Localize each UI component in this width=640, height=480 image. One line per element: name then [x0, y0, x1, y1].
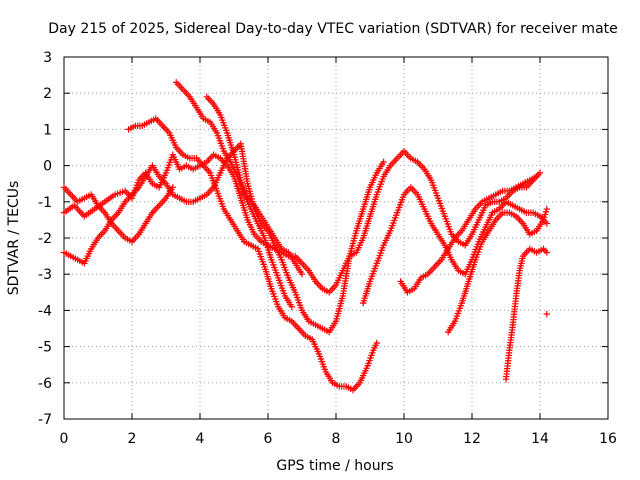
series-track-g — [360, 184, 550, 307]
data-point — [543, 220, 550, 227]
x-tick-label: 2 — [128, 431, 137, 447]
y-tick-label: -2 — [38, 231, 52, 247]
data-point — [288, 303, 295, 310]
series-track-e — [203, 93, 306, 278]
x-tick-label: 6 — [264, 431, 273, 447]
x-tick-label: 14 — [531, 431, 549, 447]
x-axis-label: GPS time / hours — [276, 458, 393, 474]
series-track-f — [60, 184, 176, 245]
data-point — [169, 184, 176, 191]
data-point — [536, 169, 544, 177]
series-track-h — [397, 173, 540, 296]
data-point — [373, 339, 380, 347]
y-tick-label: -7 — [38, 412, 52, 428]
series-track-j — [502, 245, 550, 383]
x-tick-label: 10 — [395, 431, 413, 447]
y-tick-label: -4 — [38, 303, 52, 319]
series-track-i — [445, 205, 550, 336]
data-point — [533, 173, 540, 180]
grid-layer — [64, 57, 608, 419]
x-tick-label: 16 — [599, 431, 617, 447]
axes-layer — [63, 56, 609, 420]
x-tick-labels: 0 2 4 6 8 10 12 14 16 — [60, 431, 617, 447]
series-track-b — [60, 140, 387, 336]
data-point — [543, 310, 550, 318]
y-tick-label: -1 — [38, 195, 52, 211]
y-axis-label: SDTVAR / TECUs — [6, 181, 22, 296]
y-tick-label: -3 — [38, 267, 52, 283]
data-marks — [60, 79, 550, 394]
y-tick-label: 1 — [43, 122, 52, 138]
y-tick-label: -5 — [38, 340, 52, 356]
y-tick-label: -6 — [38, 376, 52, 392]
y-tick-label: 2 — [43, 86, 52, 102]
data-point — [298, 271, 306, 278]
plot-frame — [63, 56, 609, 420]
data-point — [543, 249, 550, 256]
x-tick-label: 0 — [60, 431, 69, 447]
y-tick-labels: 3 2 1 0 -1 -2 -3 -4 -5 -6 -7 — [38, 50, 52, 428]
x-tick-label: 8 — [332, 431, 341, 447]
chart-title: Day 215 of 2025, Sidereal Day-to-day VTE… — [48, 21, 618, 37]
series-track-d — [173, 79, 295, 310]
data-point — [543, 205, 550, 213]
series-track-c — [125, 115, 380, 394]
x-tick-label: 12 — [463, 431, 481, 447]
y-tick-label: 3 — [43, 50, 52, 66]
y-tick-label: 0 — [43, 159, 52, 175]
x-tick-label: 4 — [196, 431, 205, 447]
data-point — [380, 158, 387, 166]
series-isolated — [543, 310, 550, 318]
